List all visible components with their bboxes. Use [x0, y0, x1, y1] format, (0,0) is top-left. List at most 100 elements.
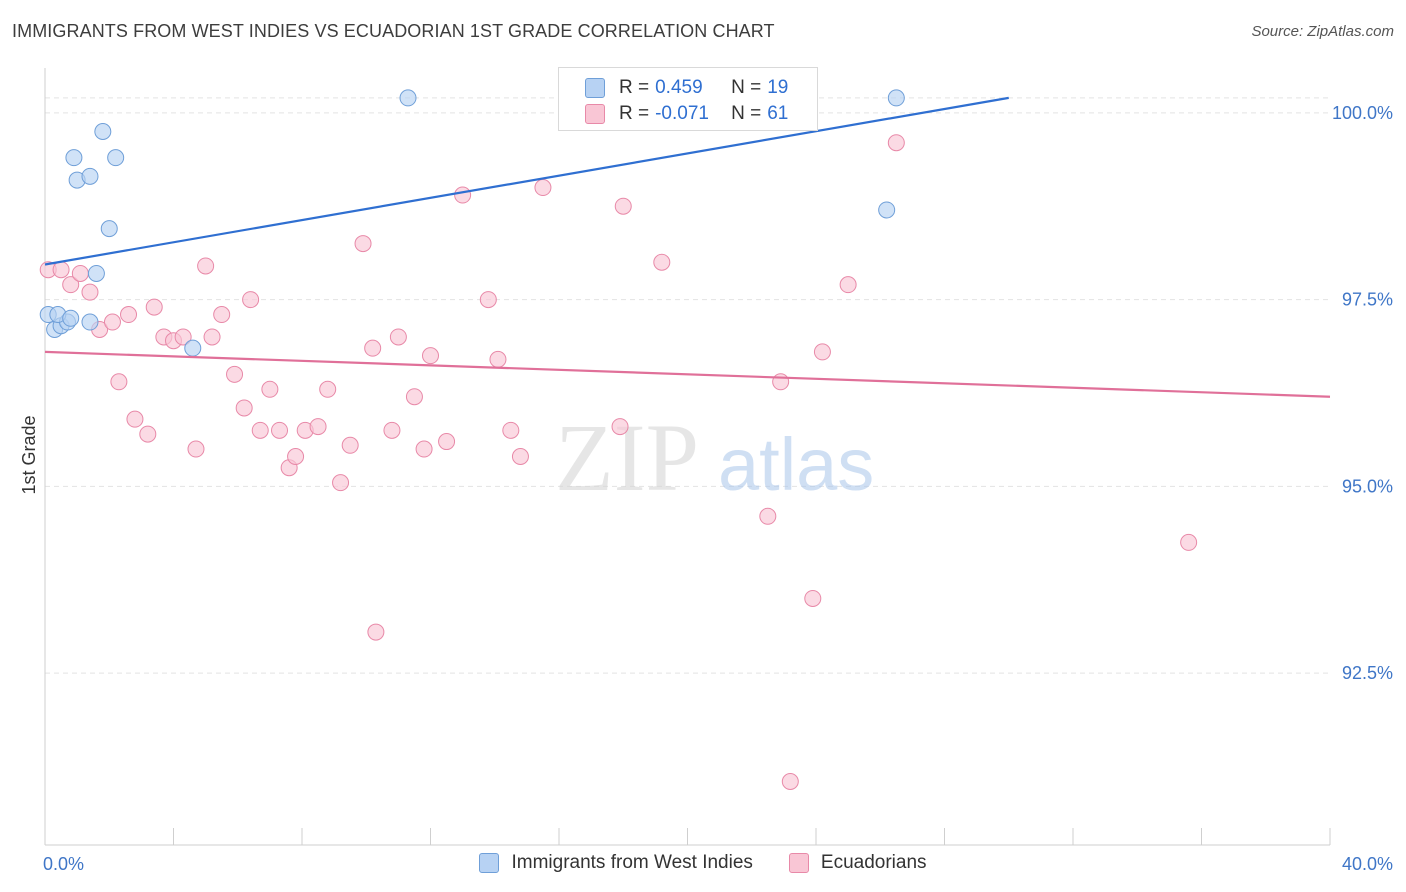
west-indies-point: [878, 201, 896, 219]
ecuadorian-point: [405, 388, 423, 406]
blue-swatch-icon: [479, 853, 500, 873]
ecuadorian-point: [438, 433, 456, 451]
legend-item-ecuadorians[interactable]: Ecuadorians: [788, 852, 927, 874]
r-label: R =: [619, 77, 650, 98]
west-indies-trendline: [44, 96, 1009, 266]
ecuadorian-point: [309, 418, 327, 436]
west-indies-point: [81, 313, 99, 331]
ecuadorian-point: [389, 328, 407, 346]
gridlines: [45, 97, 1330, 674]
r-label: R =: [619, 103, 650, 124]
ecuadorian-point: [242, 291, 260, 309]
ecuadorian-point: [319, 380, 337, 398]
ecuadorian-point: [383, 421, 401, 439]
series-legend: Immigrants from West Indies Ecuadorians: [0, 852, 1406, 874]
axes: [44, 68, 1331, 846]
blue-swatch-icon: [585, 78, 605, 98]
west-indies-point: [887, 89, 905, 107]
correlation-legend: R = 0.459 N = 19 R = -0.071 N = 61: [558, 67, 818, 131]
r-value: 0.459: [655, 77, 703, 98]
ecuadorian-point: [261, 380, 279, 398]
y-tick-label: 100.0%: [1332, 103, 1393, 123]
ecuadorian-point: [534, 179, 552, 197]
chart-title: IMMIGRANTS FROM WEST INDIES VS ECUADORIA…: [12, 21, 775, 41]
ecuadorian-point: [614, 197, 632, 215]
ecuadorian-point: [213, 306, 231, 324]
legend-row-ecuadorians: R = -0.071 N = 61: [585, 102, 788, 126]
ecuadorian-point: [653, 253, 671, 271]
ecuadorian-point: [187, 440, 205, 458]
x-tick-label: 0.0%: [43, 854, 84, 874]
ecuadorian-point: [454, 186, 472, 204]
ecuadorian-point: [174, 328, 192, 346]
ecuadorian-point: [813, 343, 831, 361]
y-axis-label: 1st Grade: [19, 415, 39, 494]
scatter-points: [39, 89, 1198, 790]
ecuadorian-point: [235, 399, 253, 417]
ecuadorian-point: [251, 421, 269, 439]
west-indies-point: [81, 167, 99, 185]
west-indies-point: [62, 309, 80, 327]
ecuadorian-point: [759, 507, 777, 525]
n-label: N =: [731, 103, 762, 124]
ecuadorian-point: [71, 264, 89, 282]
ecuadorian-point: [139, 425, 157, 443]
ecuadorian-point: [271, 421, 289, 439]
ecuadorian-point: [511, 448, 529, 465]
n-value: 19: [767, 77, 789, 98]
legend-item-west-indies[interactable]: Immigrants from West Indies: [479, 852, 753, 874]
ecuadorian-point: [354, 235, 372, 253]
ecuadorian-point: [887, 134, 905, 152]
chart-source: Source: ZipAtlas.com: [1251, 23, 1394, 40]
ecuadorian-point: [502, 421, 520, 439]
ecuadorian-point: [81, 283, 99, 301]
ecuadorian-point: [203, 328, 221, 346]
ecuadorian-point: [611, 418, 629, 436]
ecuadorian-point: [126, 410, 144, 428]
ecuadorian-point: [364, 339, 382, 357]
n-value: 61: [767, 103, 789, 124]
ecuadorian-point: [120, 306, 138, 324]
ecuadorian-point: [415, 440, 433, 458]
legend-label: Immigrants from West Indies: [511, 852, 753, 873]
ecuadorian-point: [332, 474, 350, 492]
ecuadorian-point: [52, 261, 70, 279]
pink-swatch-icon: [788, 853, 809, 873]
ecuadorian-point: [226, 365, 244, 383]
trend-lines: [44, 96, 1331, 398]
ecuadorian-point: [839, 276, 857, 294]
ecuadorian-point: [145, 298, 163, 316]
y-tick-label: 92.5%: [1342, 663, 1393, 683]
ecuadorian-point: [772, 373, 790, 391]
ecuadorian-point: [287, 448, 305, 465]
west-indies-point: [100, 220, 118, 238]
west-indies-point: [107, 149, 125, 167]
watermark-atlas: atlas: [718, 423, 874, 506]
legend-row-west-indies: R = 0.459 N = 19: [585, 76, 788, 100]
ecuadorian-point: [62, 276, 80, 294]
ecuadorian-point: [367, 623, 385, 641]
west-indies-point: [184, 339, 202, 357]
tick-labels: 92.5% 95.0% 97.5% 100.0% 0.0% 40.0%: [43, 103, 1393, 874]
zipatlas-watermark: ZIP atlas: [555, 404, 874, 511]
ecuadorian-point: [110, 373, 128, 391]
r-value: -0.071: [655, 103, 709, 124]
ecuadorian-point: [341, 436, 359, 454]
ecuadorian-point: [489, 350, 507, 368]
ecuadorian-point: [804, 589, 822, 607]
ecuadorian-point: [422, 347, 439, 365]
legend-label: Ecuadorians: [820, 852, 927, 873]
ecuadorian-point: [1180, 533, 1198, 551]
ecuadorian-trendline: [44, 350, 1331, 398]
x-tick-label: 40.0%: [1342, 854, 1393, 874]
west-indies-point: [399, 89, 417, 107]
y-tick-label: 97.5%: [1342, 290, 1393, 310]
west-indies-point: [94, 123, 112, 141]
watermark-zip: ZIP: [555, 404, 699, 511]
pink-swatch-icon: [585, 104, 605, 124]
y-tick-label: 95.0%: [1342, 476, 1393, 496]
ecuadorian-point: [479, 291, 497, 309]
west-indies-point: [65, 149, 83, 167]
n-label: N =: [731, 77, 762, 98]
ecuadorian-point: [781, 772, 799, 790]
